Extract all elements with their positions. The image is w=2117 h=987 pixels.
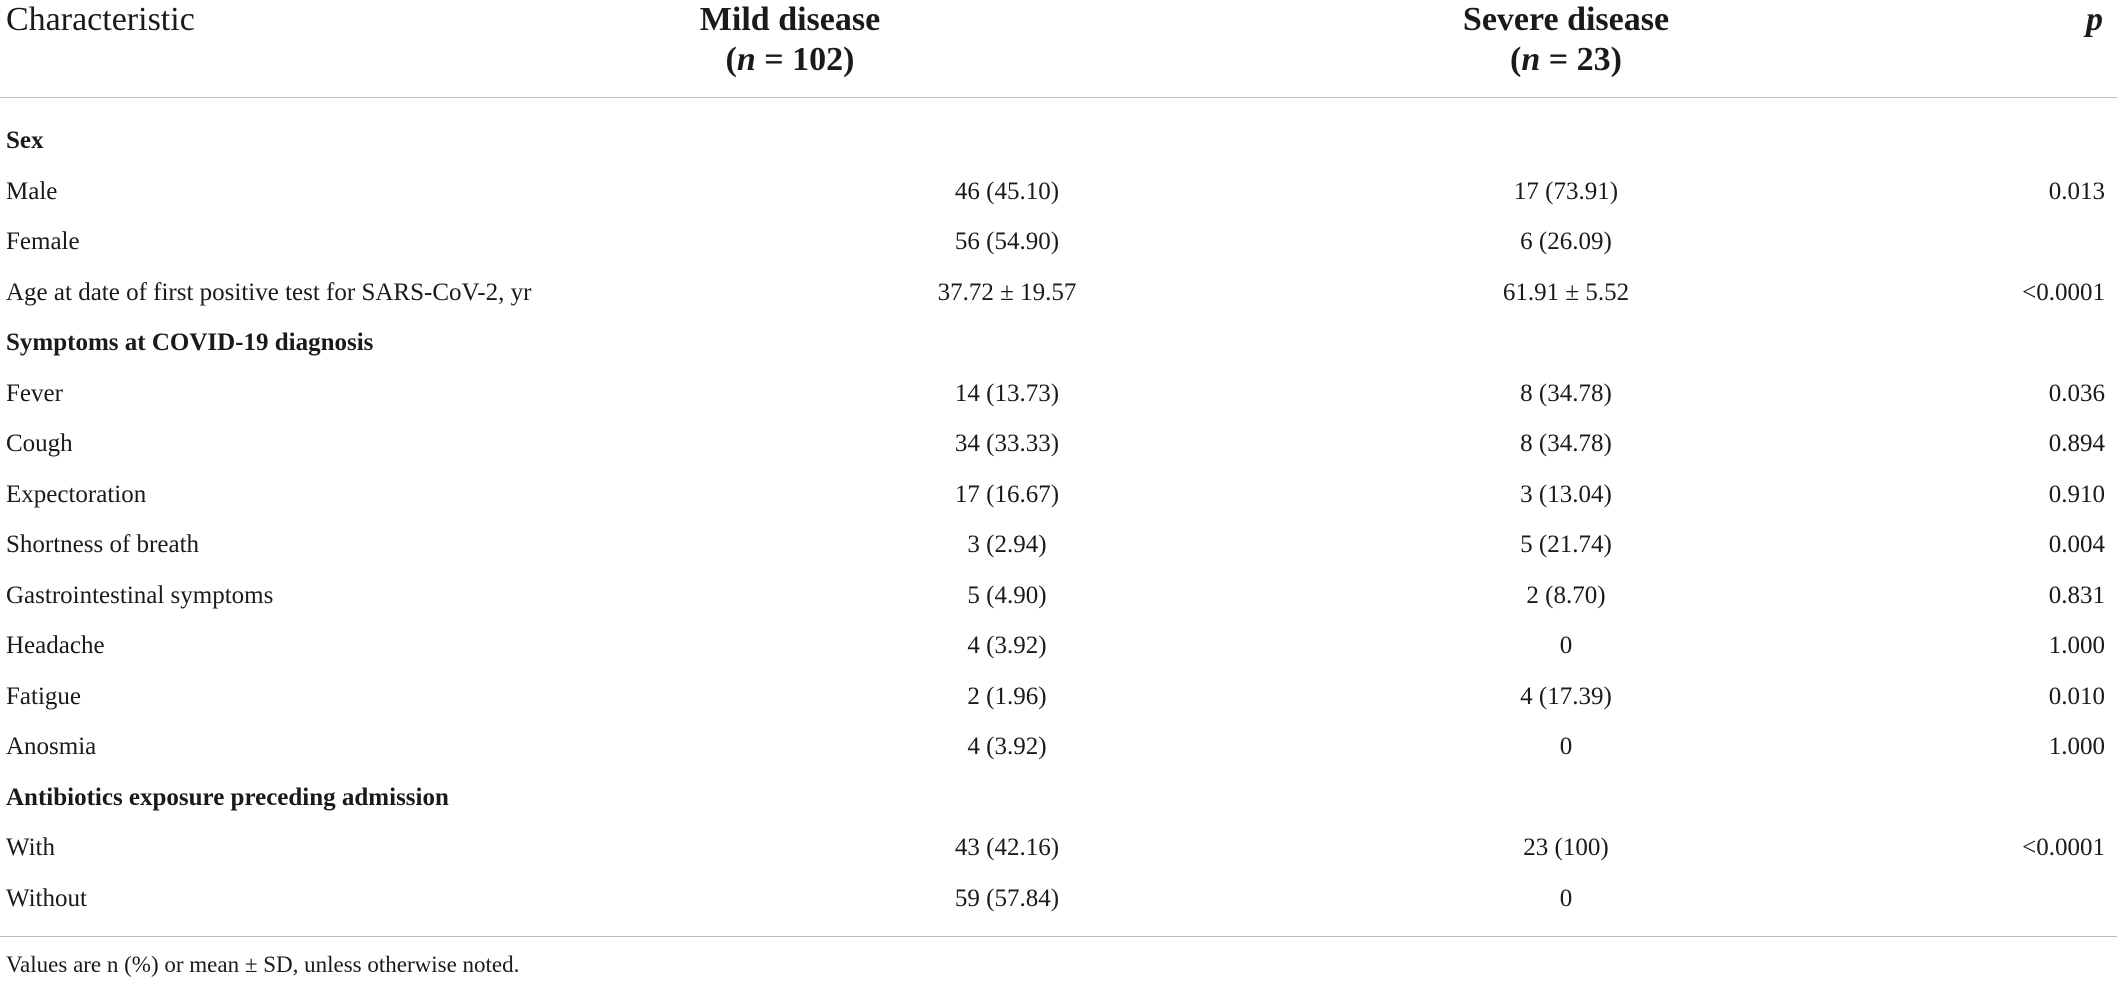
table-row: Age at date of first positive test for S… (0, 268, 2117, 319)
table-row: Male 46 (45.10) 17 (73.91) 0.013 (0, 167, 2117, 218)
mild-value: 59 (57.84) (954, 884, 1060, 912)
row-label: Sex (6, 127, 44, 154)
data-table: Characteristic Mild disease (n = 102) Se… (0, 0, 2117, 924)
row-label: Headache (6, 632, 105, 659)
table-row: Cough 34 (33.33) 8 (34.78) 0.894 (0, 419, 2117, 470)
severe-value: 3 (13.04) (1520, 480, 1612, 508)
p-value: 0.004 (2048, 531, 2105, 558)
section-header-row: Sex (0, 116, 2117, 167)
mild-value: 46 (45.10) (954, 177, 1060, 205)
table-row: Anosmia 4 (3.92) 0 1.000 (0, 722, 2117, 773)
table-row: Fever 14 (13.73) 8 (34.78) 0.036 (0, 369, 2117, 420)
severe-value: 8 (34.78) (1520, 430, 1612, 457)
mild-value: 34 (33.33) (954, 430, 1060, 457)
mild-value: 37.72 ± 19.57 (937, 278, 1077, 306)
table-row: Expectoration 17 (16.67) 3 (13.04) 0.910 (0, 470, 2117, 521)
severe-value: 0 (1559, 884, 1573, 912)
header-mild-disease: Mild disease (n = 102) (570, 0, 1010, 80)
table-row: Without 59 (57.84) 0 (0, 874, 2117, 925)
table-row: With 43 (42.16) 23 (100) <0.0001 (0, 823, 2117, 874)
mild-value: 14 (13.73) (954, 379, 1060, 407)
p-value: 0.036 (2048, 379, 2105, 407)
table-bottom-rule (0, 936, 2117, 937)
header-mild-title: Mild disease (699, 1, 881, 38)
mild-value: 43 (42.16) (954, 834, 1060, 861)
header-characteristic: Characteristic (6, 1, 195, 38)
table-row: Female 56 (54.90) 6 (26.09) (0, 217, 2117, 268)
p-value: 0.010 (2048, 682, 2105, 710)
p-value: 0.831 (2048, 581, 2105, 609)
row-label: Anosmia (6, 733, 97, 760)
severe-value: 17 (73.91) (1513, 177, 1619, 205)
table-row: Fatigue 2 (1.96) 4 (17.39) 0.010 (0, 672, 2117, 723)
table-row: Shortness of breath 3 (2.94) 5 (21.74) 0.00… (0, 520, 2117, 571)
severe-value: 61.91 ± 5.52 (1502, 278, 1630, 306)
p-value: 1.000 (2048, 632, 2105, 659)
table-header: Characteristic Mild disease (n = 102) Se… (0, 0, 2117, 98)
header-severe-n: (n = 23) (1510, 41, 1622, 78)
mild-value: 2 (1.96) (967, 682, 1047, 710)
section-header-row: Antibiotics exposure preceding admission (0, 773, 2117, 824)
table-footnote: Values are n (%) or mean ± SD, unless ot… (6, 952, 520, 977)
table-row: Gastrointestinal symptoms 5 (4.90) 2 (8.70… (0, 571, 2117, 622)
row-label: Fever (6, 379, 63, 407)
p-value: <0.0001 (2022, 834, 2105, 861)
severe-value: 0 (1559, 632, 1573, 659)
header-severe-disease: Severe disease (n = 23) (1346, 0, 1786, 80)
p-value: 0.894 (2048, 430, 2105, 457)
p-value: <0.0001 (2022, 278, 2105, 306)
severe-value: 4 (17.39) (1520, 682, 1612, 710)
severe-value: 23 (100) (1523, 834, 1609, 861)
row-label: Symptoms at COVID-19 diagnosis (6, 329, 374, 356)
mild-value: 4 (3.92) (967, 632, 1047, 659)
severe-value: 6 (26.09) (1520, 228, 1612, 255)
p-value: 0.910 (2048, 480, 2105, 508)
severe-value: 0 (1559, 733, 1573, 760)
p-value: 0.013 (2048, 177, 2105, 205)
severe-value: 5 (21.74) (1520, 531, 1612, 558)
row-label: Female (6, 228, 80, 255)
section-header-row: Symptoms at COVID-19 diagnosis (0, 318, 2117, 369)
severe-value: 2 (8.70) (1526, 581, 1606, 609)
mild-value: 3 (2.94) (967, 531, 1047, 558)
table-row: Headache 4 (3.92) 0 1.000 (0, 621, 2117, 672)
row-label: Cough (6, 430, 73, 457)
mild-value: 17 (16.67) (954, 480, 1060, 508)
row-label: Shortness of breath (6, 531, 200, 558)
header-mild-n: (n = 102) (725, 41, 855, 78)
p-value: 1.000 (2048, 733, 2105, 760)
row-label: With (6, 834, 55, 861)
mild-value: 5 (4.90) (967, 581, 1047, 609)
row-label: Male (6, 177, 58, 205)
header-severe-title: Severe disease (1462, 1, 1670, 38)
row-label: Fatigue (6, 682, 81, 710)
table-body: Sex Male 46 (45.10) 17 (73.91) 0.013 Female 56… (0, 116, 2117, 924)
severe-value: 8 (34.78) (1520, 379, 1612, 407)
row-label: Antibiotics exposure preceding admission (6, 783, 449, 811)
mild-value: 4 (3.92) (967, 733, 1047, 760)
row-label: Without (6, 884, 87, 912)
header-p-value: p (2086, 1, 2103, 38)
mild-value: 56 (54.90) (954, 228, 1060, 255)
row-label: Age at date of first positive test for S… (6, 278, 532, 306)
row-label: Gastrointestinal symptoms (6, 581, 274, 609)
row-label: Expectoration (6, 480, 147, 508)
